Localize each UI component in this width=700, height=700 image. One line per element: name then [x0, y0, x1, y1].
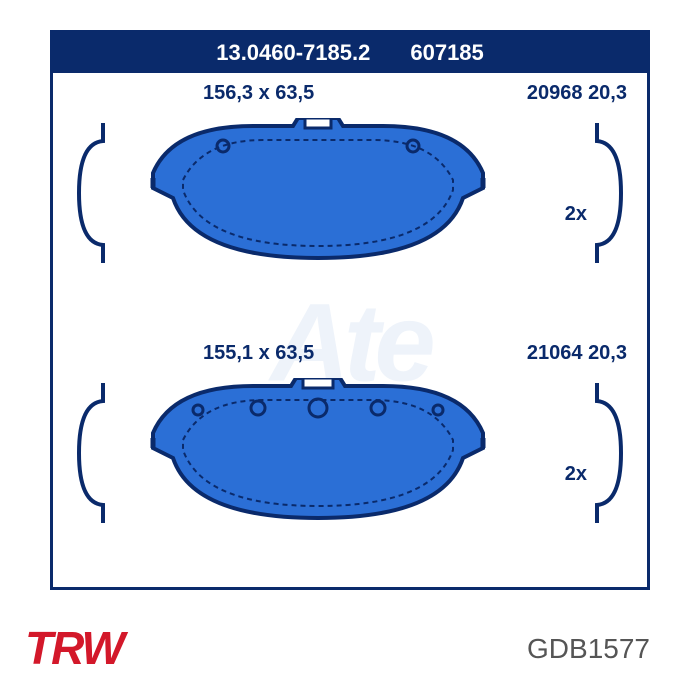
pad-area: Ate 2x — [53, 73, 647, 593]
brand-logo: TRW — [25, 621, 123, 675]
brake-pad-bottom-icon — [143, 378, 493, 528]
diagram-frame: 13.0460-7185.2 607185 Ate — [50, 30, 650, 590]
header-code-long: 13.0460-7185.2 — [216, 40, 370, 66]
reference-top: 20968 20,3 — [527, 82, 627, 105]
qty-label-top: 2x — [565, 203, 587, 226]
header-bar: 13.0460-7185.2 607185 — [53, 33, 647, 73]
bumper-right-icon — [591, 383, 627, 523]
bumper-left-icon — [73, 123, 109, 263]
reference-bottom: 21064 20,3 — [527, 342, 627, 365]
bumper-left-icon — [73, 383, 109, 523]
qty-label-bottom: 2x — [565, 463, 587, 486]
brake-pad-top-icon — [143, 118, 493, 268]
header-code-short: 607185 — [410, 40, 483, 66]
part-number: GDB1577 — [527, 633, 650, 665]
dimensions-top: 156,3 x 63,5 — [203, 82, 314, 105]
bumper-right-icon — [591, 123, 627, 263]
dimensions-bottom: 155,1 x 63,5 — [203, 342, 314, 365]
